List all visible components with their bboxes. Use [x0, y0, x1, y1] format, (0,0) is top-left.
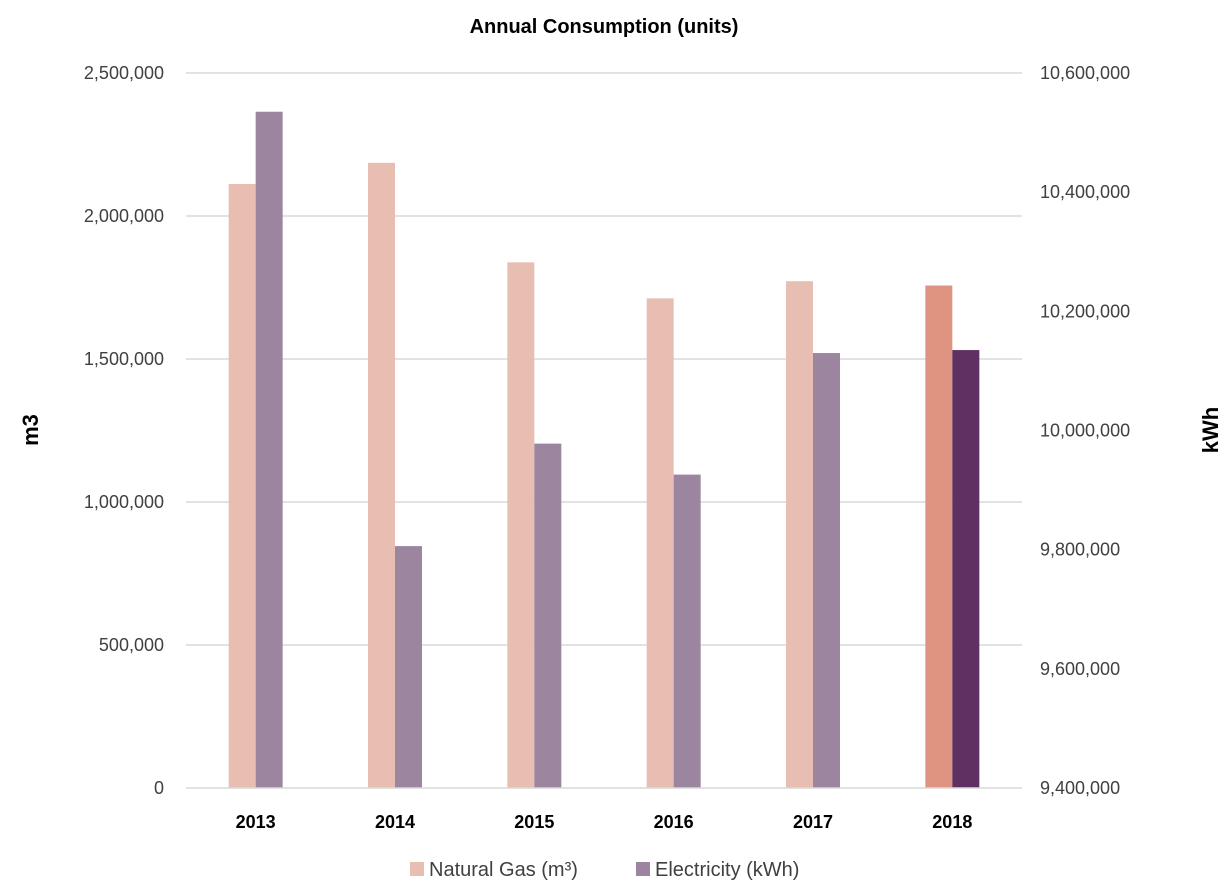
left-tick-label: 2,500,000: [84, 63, 164, 83]
gridlines: [186, 72, 1022, 646]
right-tick-label: 10,000,000: [1040, 421, 1130, 441]
category-label: 2016: [654, 812, 694, 832]
left-tick-label: 2,000,000: [84, 206, 164, 226]
gas-bar-2013: [228, 183, 256, 788]
electricity-bar-2017: [813, 353, 840, 788]
left-tick-label: 500,000: [99, 635, 164, 655]
left-tick-label: 1,500,000: [84, 349, 164, 369]
right-axis: 9,400,000 9,600,000 9,800,000 10,000,000 10,…: [1040, 63, 1130, 798]
left-tick-label: 0: [154, 778, 164, 798]
right-tick-label: 10,600,000: [1040, 63, 1130, 83]
right-tick-label: 9,400,000: [1040, 778, 1120, 798]
legend-natural-gas-swatch: [410, 862, 424, 876]
left-tick-label: 1,000,000: [84, 492, 164, 512]
electricity-bar-2013: [255, 111, 283, 788]
category-label: 2018: [932, 812, 972, 832]
legend-electricity-label: Electricity (kWh): [655, 859, 799, 881]
legend-electricity-swatch: [636, 862, 650, 876]
category-label: 2017: [793, 812, 833, 832]
category-label: 2013: [236, 812, 276, 832]
electricity-bar-2014: [395, 546, 422, 788]
right-tick-label: 9,600,000: [1040, 659, 1120, 679]
right-tick-label: 10,200,000: [1040, 301, 1130, 321]
right-tick-label: 10,400,000: [1040, 182, 1130, 202]
left-axis: 0 500,000 1,000,000 1,500,000 2,000,000 2,500…: [84, 63, 164, 798]
bars: [186, 111, 1022, 789]
category-label: 2014: [375, 812, 415, 832]
category-axis: 2013 2014 2015 2016 2017 2018: [236, 812, 973, 832]
electricity-bar-2018: [952, 350, 980, 788]
electricity-bar-2015: [534, 443, 562, 788]
electricity-bar-2016: [673, 474, 701, 788]
gas-bar-2014: [368, 162, 395, 788]
left-axis-title: m3: [18, 414, 43, 446]
category-label: 2015: [514, 812, 554, 832]
right-axis-title: kWh: [1198, 407, 1223, 453]
chart-title: Annual Consumption (units): [470, 16, 739, 38]
right-tick-label: 9,800,000: [1040, 540, 1120, 560]
gas-bar-2016: [646, 298, 674, 788]
legend: Natural Gas (m³) Electricity (kWh): [410, 859, 799, 881]
gas-bar-2015: [507, 262, 535, 788]
legend-natural-gas-label: Natural Gas (m³): [429, 859, 578, 881]
gas-bar-2017: [786, 281, 813, 788]
gas-bar-2018: [925, 285, 953, 788]
